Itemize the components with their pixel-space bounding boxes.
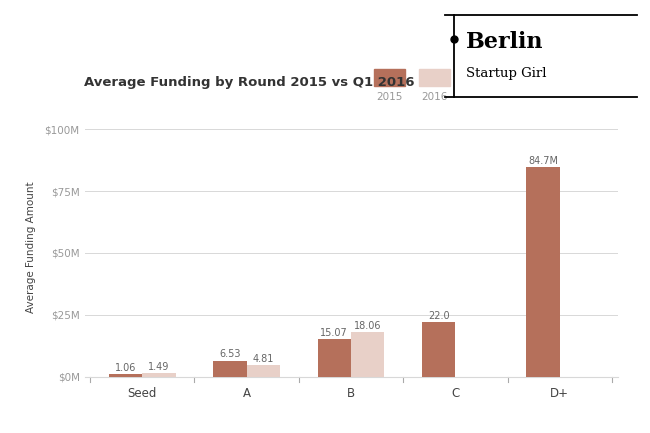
Bar: [142, 373, 176, 377]
Bar: [422, 322, 456, 377]
Text: 18.06: 18.06: [354, 321, 382, 331]
Bar: [526, 167, 560, 377]
Text: Average Funding by Round 2015 vs Q1 2016: Average Funding by Round 2015 vs Q1 2016: [84, 76, 415, 89]
Text: 4.81: 4.81: [253, 354, 274, 364]
Text: 6.53: 6.53: [219, 349, 240, 359]
Text: 2015: 2015: [376, 92, 402, 102]
Text: 1.06: 1.06: [115, 363, 136, 373]
Text: Berlin: Berlin: [466, 31, 543, 53]
Bar: [351, 332, 384, 377]
Bar: [374, 69, 405, 86]
Text: 22.0: 22.0: [428, 311, 450, 321]
Text: 1.49: 1.49: [148, 362, 170, 372]
Bar: [213, 361, 246, 377]
Text: 15.07: 15.07: [320, 328, 348, 338]
Bar: [246, 365, 280, 377]
Text: 84.7M: 84.7M: [528, 156, 558, 166]
Bar: [318, 339, 351, 377]
Text: Startup Girl: Startup Girl: [466, 67, 547, 80]
Y-axis label: Average Funding Amount: Average Funding Amount: [26, 181, 36, 313]
Bar: [109, 374, 142, 377]
Bar: [419, 69, 450, 86]
Text: 2016: 2016: [421, 92, 448, 102]
